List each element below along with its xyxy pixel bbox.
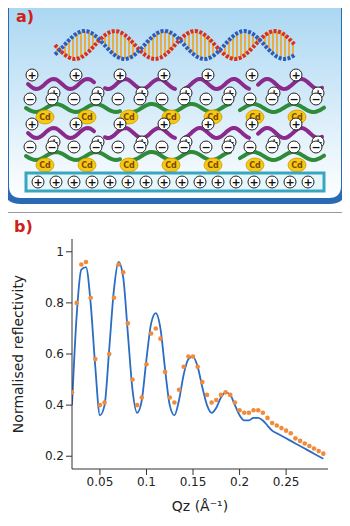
svg-text:+: + <box>115 118 124 131</box>
svg-text:+: + <box>213 176 222 189</box>
svg-text:+: + <box>159 69 168 82</box>
svg-text:−: − <box>245 93 254 106</box>
svg-text:−: − <box>91 93 100 106</box>
svg-text:Cd: Cd <box>291 161 303 170</box>
svg-text:Qz (Å⁻¹): Qz (Å⁻¹) <box>172 498 228 514</box>
svg-text:+: + <box>291 69 300 82</box>
svg-text:0.2: 0.2 <box>45 449 64 463</box>
svg-text:−: − <box>135 93 144 106</box>
svg-text:+: + <box>71 118 80 131</box>
svg-text:−: − <box>311 93 320 106</box>
svg-text:−: − <box>157 141 166 154</box>
svg-text:+: + <box>51 176 60 189</box>
svg-text:−: − <box>267 141 276 154</box>
svg-text:+: + <box>159 176 168 189</box>
svg-text:1: 1 <box>56 245 64 259</box>
svg-text:−: − <box>69 93 78 106</box>
svg-text:+: + <box>195 176 204 189</box>
svg-text:−: − <box>25 93 34 106</box>
svg-text:Normalised reflectivity: Normalised reflectivity <box>10 275 26 433</box>
svg-text:Cd: Cd <box>123 161 135 170</box>
svg-text:−: − <box>223 93 232 106</box>
svg-text:Cd: Cd <box>123 113 135 122</box>
svg-text:−: − <box>267 93 276 106</box>
svg-text:0.05: 0.05 <box>87 475 114 489</box>
svg-text:−: − <box>47 93 56 106</box>
svg-text:+: + <box>291 118 300 131</box>
svg-text:+: + <box>247 118 256 131</box>
svg-text:+: + <box>141 176 150 189</box>
svg-text:0.2: 0.2 <box>230 475 249 489</box>
svg-text:Cd: Cd <box>207 161 219 170</box>
svg-text:0.8: 0.8 <box>45 296 64 310</box>
svg-text:+: + <box>71 69 80 82</box>
svg-text:+: + <box>123 176 132 189</box>
svg-text:−: − <box>69 141 78 154</box>
svg-text:0.4: 0.4 <box>45 398 64 412</box>
svg-text:−: − <box>201 141 210 154</box>
svg-text:−: − <box>113 141 122 154</box>
svg-text:+: + <box>303 176 312 189</box>
svg-text:−: − <box>157 93 166 106</box>
svg-text:+: + <box>115 69 124 82</box>
svg-text:+: + <box>203 118 212 131</box>
svg-text:−: − <box>113 93 122 106</box>
svg-text:0.6: 0.6 <box>45 347 64 361</box>
svg-text:+: + <box>247 69 256 82</box>
svg-text:Cd: Cd <box>207 113 219 122</box>
svg-text:0.1: 0.1 <box>137 475 156 489</box>
svg-text:Cd: Cd <box>249 161 261 170</box>
svg-text:+: + <box>105 176 114 189</box>
svg-text:−: − <box>179 141 188 154</box>
svg-text:+: + <box>249 176 258 189</box>
svg-text:+: + <box>33 176 42 189</box>
svg-text:Cd: Cd <box>165 161 177 170</box>
svg-text:Cd: Cd <box>81 113 93 122</box>
svg-text:+: + <box>231 176 240 189</box>
svg-text:−: − <box>201 93 210 106</box>
html-text:b): b) <box>14 217 33 236</box>
svg-text:+: + <box>177 176 186 189</box>
svg-text:−: − <box>25 141 34 154</box>
svg-text:0.15: 0.15 <box>180 475 207 489</box>
svg-text:−: − <box>91 141 100 154</box>
svg-text:+: + <box>69 176 78 189</box>
svg-text:−: − <box>289 141 298 154</box>
svg-text:Cd: Cd <box>81 161 93 170</box>
svg-text:−: − <box>135 141 144 154</box>
svg-text:−: − <box>289 93 298 106</box>
svg-text:−: − <box>311 141 320 154</box>
svg-text:−: − <box>223 141 232 154</box>
svg-text:0.25: 0.25 <box>273 475 300 489</box>
svg-text:Cd: Cd <box>165 113 177 122</box>
svg-text:+: + <box>203 69 212 82</box>
svg-text:−: − <box>179 93 188 106</box>
svg-text:+: + <box>159 118 168 131</box>
svg-text:a): a) <box>16 8 34 26</box>
svg-text:−: − <box>245 141 254 154</box>
svg-text:+: + <box>285 176 294 189</box>
svg-text:+: + <box>267 176 276 189</box>
svg-text:+: + <box>87 176 96 189</box>
svg-text:+: + <box>27 69 36 82</box>
svg-text:+: + <box>27 118 36 131</box>
svg-text:Cd: Cd <box>39 113 51 122</box>
svg-text:−: − <box>47 141 56 154</box>
svg-text:Cd: Cd <box>39 161 51 170</box>
